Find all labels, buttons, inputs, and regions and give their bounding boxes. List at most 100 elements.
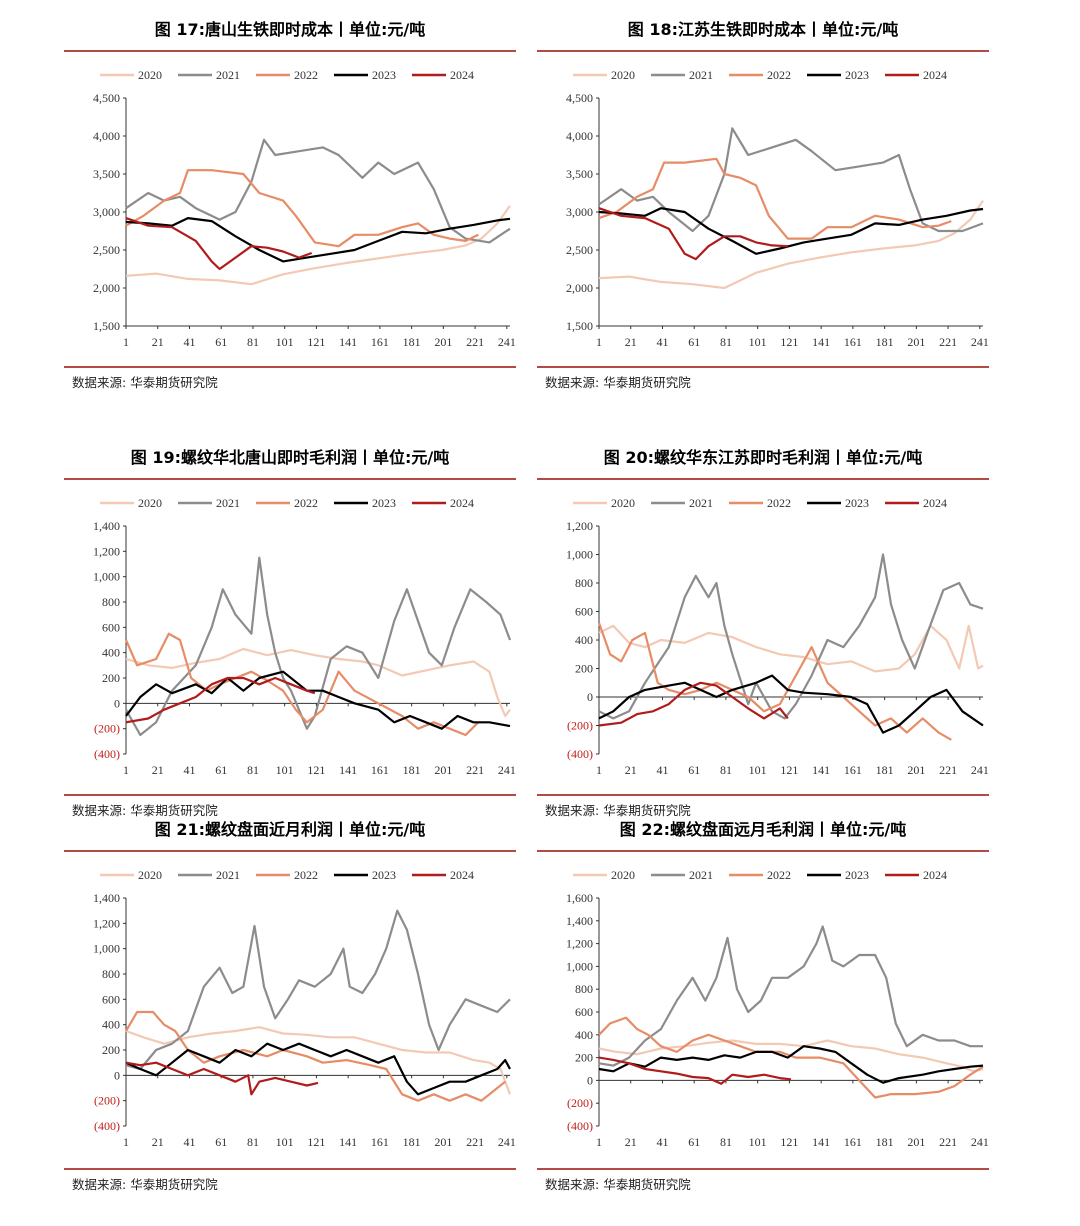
y-tick-label: 1,200 [566, 519, 593, 533]
x-tick-label: 41 [656, 763, 668, 777]
y-tick-label: 1,400 [93, 891, 120, 905]
y-tick-label: 1,600 [566, 891, 593, 905]
y-tick-label: 4,500 [566, 91, 593, 105]
x-tick-label: 241 [498, 335, 516, 349]
x-tick-label: 21 [625, 335, 637, 349]
legend-label-2020: 2020 [611, 496, 635, 510]
x-tick-label: 21 [625, 763, 637, 777]
legend-label-2021: 2021 [216, 868, 240, 882]
y-tick-label: 4,500 [93, 91, 120, 105]
series-line-2021 [598, 925, 983, 1067]
x-tick-label: 81 [720, 763, 732, 777]
source-note: 数据来源: 华泰期货研究院 [545, 372, 691, 391]
legend-label-2024: 2024 [450, 868, 474, 882]
x-tick-label: 121 [307, 763, 325, 777]
x-tick-label: 121 [780, 335, 798, 349]
y-tick-label: 1,200 [566, 937, 593, 951]
legend-label-2021: 2021 [216, 68, 240, 82]
x-tick-label: 121 [307, 1135, 325, 1149]
y-tick-label: 800 [102, 967, 120, 981]
x-tick-label: 101 [276, 1135, 294, 1149]
x-tick-label: 141 [812, 335, 830, 349]
y-tick-label: 0 [114, 696, 120, 710]
x-tick-label: 61 [688, 335, 700, 349]
y-tick-label: 2,000 [93, 281, 120, 295]
y-tick-label: 400 [575, 633, 593, 647]
y-tick-label: (200) [94, 722, 120, 736]
x-tick-label: 81 [720, 1135, 732, 1149]
y-tick-label: 3,500 [93, 167, 120, 181]
x-tick-label: 41 [183, 763, 195, 777]
x-tick-label: 161 [844, 763, 862, 777]
x-tick-label: 41 [183, 335, 195, 349]
legend-label-2022: 2022 [767, 868, 791, 882]
x-tick-label: 81 [247, 335, 259, 349]
x-tick-label: 21 [152, 1135, 164, 1149]
x-tick-label: 221 [466, 1135, 484, 1149]
y-tick-label: 4,000 [566, 129, 593, 143]
y-tick-label: 1,000 [566, 959, 593, 973]
y-tick-label: 200 [102, 1043, 120, 1057]
series-line-2023 [125, 670, 511, 730]
y-tick-label: 1,400 [566, 914, 593, 928]
series-line-2022 [125, 1010, 506, 1102]
x-tick-label: 181 [403, 763, 421, 777]
legend-label-2024: 2024 [923, 68, 947, 82]
source-label: 数据来源: [72, 1177, 127, 1192]
title-rule [64, 850, 516, 852]
series-line-2023 [125, 217, 511, 263]
y-tick-label: (200) [567, 1096, 593, 1110]
source-text: 华泰期货研究院 [130, 375, 218, 390]
y-tick-label: 400 [102, 1018, 120, 1032]
y-tick-label: 400 [102, 646, 120, 660]
y-tick-label: 1,000 [93, 942, 120, 956]
title-rule [64, 478, 516, 480]
series-line-2022 [597, 622, 952, 741]
x-tick-label: 241 [971, 1135, 989, 1149]
series-line-2021 [125, 138, 511, 244]
y-tick-label: 0 [587, 1073, 593, 1087]
bottom-rule [537, 794, 989, 796]
y-tick-label: (400) [567, 747, 593, 761]
series-line-2024 [125, 676, 316, 724]
legend-label-2021: 2021 [216, 496, 240, 510]
y-tick-label: 600 [575, 1005, 593, 1019]
y-tick-label: (400) [94, 1119, 120, 1133]
chart-title: 图 17:唐山生铁即时成本丨单位:元/吨 [154, 20, 426, 39]
y-tick-label: 800 [575, 576, 593, 590]
x-tick-label: 201 [907, 1135, 925, 1149]
legend-label-2022: 2022 [767, 496, 791, 510]
x-tick-label: 121 [780, 763, 798, 777]
y-tick-label: 4,000 [93, 129, 120, 143]
x-tick-label: 1 [596, 1135, 602, 1149]
x-tick-label: 101 [276, 335, 294, 349]
legend-label-2020: 2020 [138, 68, 162, 82]
x-tick-label: 21 [152, 335, 164, 349]
x-tick-label: 141 [339, 763, 357, 777]
chart-svg: 2020 2021 2022 2023 2024 (400) (200) 0 200 400 600… [93, 496, 516, 777]
x-tick-label: 121 [307, 335, 325, 349]
chart-svg: 2020 2021 2022 2023 2024 (400) (200) 0 200 400 600… [93, 868, 516, 1149]
x-tick-label: 241 [971, 335, 989, 349]
x-tick-label: 201 [434, 763, 452, 777]
y-tick-label: 0 [587, 690, 593, 704]
y-tick-label: 2,000 [566, 281, 593, 295]
series-line-2020 [125, 647, 511, 718]
x-tick-label: 81 [247, 1135, 259, 1149]
chart-title: 图 19:螺纹华北唐山即时毛利润丨单位:元/吨 [130, 448, 450, 467]
series-line-2021 [598, 553, 984, 720]
chart-svg: 2020 2021 2022 2023 2024 1,500 2,000 2,500 3,000… [566, 68, 989, 349]
source-text: 华泰期货研究院 [603, 1177, 691, 1192]
bottom-rule [537, 366, 989, 368]
x-tick-label: 61 [215, 1135, 227, 1149]
series-line-2024 [125, 1061, 319, 1096]
y-tick-label: 1,500 [93, 319, 120, 333]
x-tick-label: 101 [749, 1135, 767, 1149]
y-tick-label: 200 [102, 671, 120, 685]
source-label: 数据来源: [545, 375, 600, 390]
y-tick-label: 800 [575, 982, 593, 996]
source-text: 华泰期货研究院 [603, 803, 691, 818]
series-line-2021 [598, 127, 984, 233]
x-tick-label: 101 [276, 763, 294, 777]
chart-title: 图 21:螺纹盘面近月利润丨单位:元/吨 [154, 820, 426, 839]
